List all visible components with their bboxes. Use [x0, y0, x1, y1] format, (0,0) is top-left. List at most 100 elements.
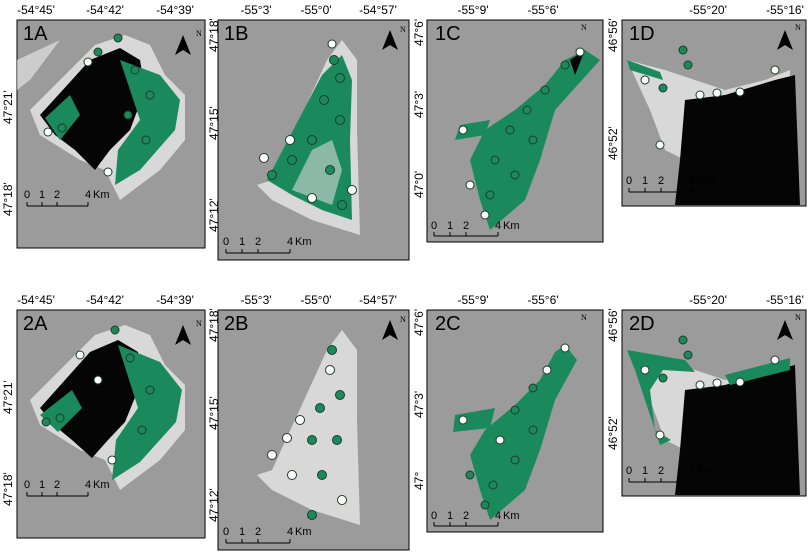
map-canvas [621, 19, 807, 207]
scale-tick: 1 [641, 465, 649, 477]
panel-label: 2A [23, 313, 48, 335]
scale-tick: 2 [462, 510, 470, 522]
lon-tick: -54°39' [156, 3, 194, 17]
scale-bar [225, 249, 291, 254]
lon-tick: -54°57' [359, 3, 397, 17]
north-label: N [581, 23, 587, 32]
lon-tick: -55°3' [240, 3, 272, 17]
north-arrow-icon [382, 320, 398, 340]
scale-tick: 4 [286, 526, 294, 538]
sample-points [640, 45, 780, 150]
scale-tick: 4 [494, 510, 502, 522]
scale-tick: 4 [688, 175, 696, 187]
north-arrow-icon [382, 30, 398, 50]
scale-bar [225, 539, 291, 544]
scale-tick: 2 [657, 465, 665, 477]
north-label: N [400, 315, 406, 324]
green-area [45, 95, 80, 140]
sample-points [458, 343, 570, 510]
panel-label: 2B [224, 313, 249, 335]
land-strip [17, 40, 60, 90]
lon-tick: -54°45' [17, 293, 55, 307]
scale-tick: 4 [688, 465, 696, 477]
green-area [627, 60, 663, 80]
sample-points [43, 33, 155, 177]
panel-label: 1C [435, 23, 461, 45]
water-area [292, 140, 342, 205]
lon-tick: -54°57' [359, 293, 397, 307]
lon-tick: -55°16' [766, 3, 804, 17]
scale-unit: Km [503, 220, 520, 232]
black-area [40, 48, 145, 170]
map-panel-2D: -55°20' -55°16' 46°56' 46°52' 2D N 0 1 2… [605, 290, 809, 505]
lon-tick: -55°6' [527, 293, 559, 307]
lon-tick: -55°9' [457, 293, 489, 307]
map-canvas [621, 309, 807, 497]
map-canvas [426, 19, 604, 243]
lon-tick: -55°3' [240, 293, 272, 307]
green-area [453, 408, 495, 432]
scale-tick: 0 [625, 175, 633, 187]
scale-unit: Km [295, 526, 312, 538]
scale-bar [628, 188, 693, 193]
scale-bar [26, 202, 89, 207]
scale-bar [433, 232, 499, 237]
green-area [112, 345, 182, 480]
map-canvas [217, 309, 410, 551]
north-label: N [795, 313, 801, 322]
scale-unit: Km [503, 510, 520, 522]
lon-tick: -54°45' [17, 3, 55, 17]
lon-tick: -54°42' [86, 293, 124, 307]
black-area [675, 365, 800, 495]
scale-tick: 1 [38, 479, 46, 491]
lon-tick: -55°20' [689, 293, 727, 307]
scale-tick: 2 [254, 236, 262, 248]
north-arrow-icon [777, 320, 793, 340]
scale-unit: Km [697, 465, 714, 477]
lon-tick: -54°42' [86, 3, 124, 17]
map-panel-1C: -55°9' -55°6' 47°6' 47°3' 47°0' 1C N [412, 0, 605, 255]
lon-tick: -55°16' [766, 293, 804, 307]
map-panel-2A: -54°45' -54°42' -54°39' 47°21' 47°18' 2A… [0, 290, 210, 550]
sample-points [267, 345, 347, 520]
scale-unit: Km [295, 236, 312, 248]
scale-tick: 0 [625, 465, 633, 477]
scale-tick: 4 [84, 479, 92, 491]
panel-label: 2D [629, 313, 655, 335]
map-panel-1A: -54°45' -54°42' -54°39' 47°21' 47°18' [0, 0, 210, 260]
scale-bar [433, 522, 499, 527]
green-area [470, 345, 577, 520]
north-arrow-icon [777, 30, 793, 50]
map-canvas [16, 19, 206, 249]
sample-points [41, 325, 155, 465]
map-panel-1D: -55°20' -55°16' 46°56' 46°52' 1D N 0 1 2… [605, 0, 809, 215]
north-label: N [196, 319, 202, 328]
panel-label: 2C [435, 313, 461, 335]
black-area [675, 75, 800, 205]
lon-tick: -55°0' [300, 3, 332, 17]
scale-tick: 4 [286, 236, 294, 248]
north-label: N [795, 23, 801, 32]
sample-points [640, 335, 780, 440]
scale-bar [26, 492, 89, 497]
scale-tick: 2 [53, 189, 61, 201]
north-label: N [581, 313, 587, 322]
scale-tick: 2 [462, 220, 470, 232]
lon-tick: -55°6' [527, 3, 559, 17]
scale-bar [628, 478, 693, 483]
scale-tick: 1 [446, 510, 454, 522]
green-area [455, 120, 490, 140]
scale-tick: 1 [238, 236, 246, 248]
scale-tick: 2 [53, 479, 61, 491]
scale-unit: Km [93, 479, 110, 491]
scale-tick: 0 [430, 220, 438, 232]
water-area [257, 330, 360, 525]
green-area [115, 60, 180, 185]
scale-tick: 4 [84, 189, 92, 201]
lon-tick: -55°9' [457, 3, 489, 17]
sample-points [458, 47, 585, 220]
map-panel-1B: -55°3' -55°0' -54°57' 47°18' 47°15' 47°1… [207, 0, 412, 275]
map-canvas [16, 309, 206, 539]
map-canvas [426, 309, 604, 533]
scale-tick: 0 [23, 189, 31, 201]
